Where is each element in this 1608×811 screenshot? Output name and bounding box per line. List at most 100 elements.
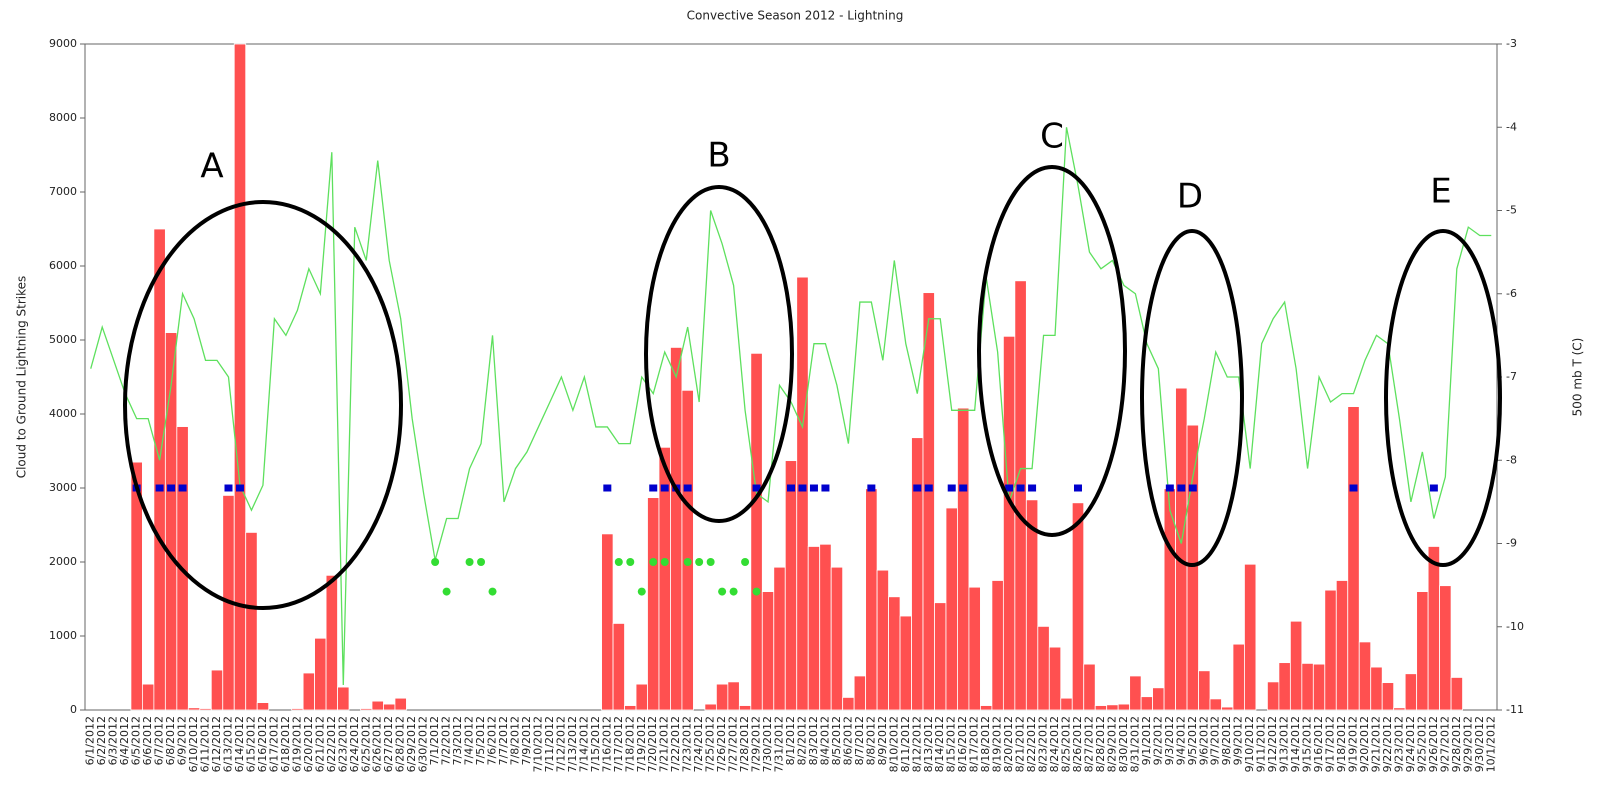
marker: [1349, 484, 1358, 492]
x-tick-label: 6/22/2012: [325, 716, 338, 772]
x-tick-label: 7/28/2012: [738, 716, 751, 772]
bar: [256, 702, 270, 711]
x-tick-label: 6/30/2012: [417, 716, 430, 772]
x-tick-label: 8/12/2012: [910, 716, 923, 772]
marker: [603, 484, 612, 492]
marker: [741, 558, 750, 566]
x-tick-label: 7/10/2012: [531, 716, 544, 772]
marker: [167, 484, 176, 492]
marker: [752, 484, 761, 492]
x-tick-label: 7/7/2012: [497, 716, 510, 765]
x-tick-label: 6/27/2012: [382, 716, 395, 772]
bar: [715, 683, 729, 711]
x-tick-label: 9/20/2012: [1358, 716, 1371, 772]
marker: [959, 484, 968, 492]
marker: [660, 558, 669, 566]
y2-tick-label: -10: [1506, 620, 1524, 633]
bar: [899, 615, 912, 711]
annotation-ellipse: [123, 200, 403, 610]
y2-tick-label: -3: [1506, 37, 1517, 50]
x-tick-label: 7/13/2012: [566, 716, 579, 772]
bar: [1002, 335, 1016, 711]
bar: [1244, 563, 1257, 711]
marker: [821, 484, 830, 492]
bar: [670, 346, 683, 711]
x-tick-label: 6/6/2012: [141, 716, 154, 765]
x-tick-label: 8/24/2012: [1048, 716, 1061, 772]
x-tick-label: 7/6/2012: [486, 716, 499, 765]
x-tick-label: 6/28/2012: [394, 716, 407, 772]
marker: [488, 587, 497, 596]
marker: [729, 587, 738, 596]
x-tick-label: 9/30/2012: [1473, 716, 1486, 772]
bar: [1416, 591, 1429, 711]
x-tick-label: 9/6/2012: [1197, 716, 1210, 765]
marker: [614, 558, 623, 566]
x-tick-label: 9/24/2012: [1404, 716, 1417, 772]
bar: [314, 637, 327, 711]
y-tick-label: 7000: [49, 185, 77, 198]
x-tick-label: 9/12/2012: [1266, 716, 1279, 772]
bar: [911, 437, 924, 711]
bar: [1439, 585, 1452, 711]
bar: [325, 574, 338, 711]
bar: [784, 460, 798, 711]
y2-tick-label: -7: [1506, 370, 1517, 383]
marker: [1028, 484, 1037, 492]
annotation-ellipse: [1384, 229, 1502, 567]
y2-tick-label: -5: [1506, 204, 1517, 217]
x-tick-label: 9/8/2012: [1220, 716, 1233, 765]
x-tick-label: 7/31/2012: [773, 716, 786, 772]
x-tick-label: 6/3/2012: [107, 716, 120, 765]
bar: [1198, 670, 1211, 711]
x-tick-label: 7/16/2012: [600, 716, 613, 772]
x-tick-label: 9/7/2012: [1209, 716, 1222, 765]
annotation-label: E: [1430, 172, 1451, 212]
x-tick-label: 6/21/2012: [313, 716, 326, 772]
bar: [681, 389, 694, 711]
x-tick-label: 8/27/2012: [1082, 716, 1095, 772]
bar: [1335, 580, 1349, 711]
y2-axis-label: 500 mb T (C): [1571, 338, 1585, 417]
bar: [1232, 643, 1245, 711]
marker: [178, 484, 187, 492]
bar: [1381, 682, 1395, 711]
bar: [819, 543, 832, 711]
x-tick-label: 9/19/2012: [1347, 716, 1360, 772]
bar: [302, 672, 315, 711]
bar: [153, 228, 166, 711]
x-tick-label: 8/4/2012: [818, 716, 831, 765]
marker: [867, 484, 876, 492]
x-tick-label: 6/2/2012: [95, 716, 108, 765]
bar: [773, 566, 786, 711]
marker: [477, 558, 486, 566]
y2-tick-label: -4: [1506, 120, 1517, 133]
y-tick-label: 9000: [49, 37, 77, 50]
x-tick-label: 8/21/2012: [1014, 716, 1027, 772]
bar: [1140, 696, 1154, 711]
x-tick-label: 8/2/2012: [795, 716, 808, 765]
marker: [1005, 484, 1014, 492]
marker: [649, 558, 658, 566]
x-tick-label: 8/9/2012: [876, 716, 889, 765]
bar: [141, 683, 155, 711]
x-tick-label: 6/10/2012: [187, 716, 200, 772]
x-tick-label: 9/25/2012: [1415, 716, 1428, 772]
marker: [626, 558, 635, 566]
x-tick-label: 6/25/2012: [359, 716, 372, 772]
x-tick-label: 9/28/2012: [1450, 716, 1463, 772]
bar: [1025, 499, 1039, 711]
marker: [1073, 484, 1082, 492]
bar: [957, 407, 970, 711]
x-tick-label: 9/11/2012: [1255, 716, 1268, 772]
bar: [807, 546, 821, 711]
x-tick-label: 6/1/2012: [84, 716, 97, 765]
x-tick-label: 8/13/2012: [922, 716, 935, 772]
marker: [683, 558, 692, 566]
y2-tick-label: -8: [1506, 453, 1517, 466]
marker: [695, 558, 704, 566]
y-tick-label: 2000: [49, 555, 77, 568]
x-tick-label: 6/24/2012: [348, 716, 361, 772]
x-tick-label: 6/9/2012: [176, 716, 189, 765]
x-tick-label: 6/20/2012: [302, 716, 315, 772]
